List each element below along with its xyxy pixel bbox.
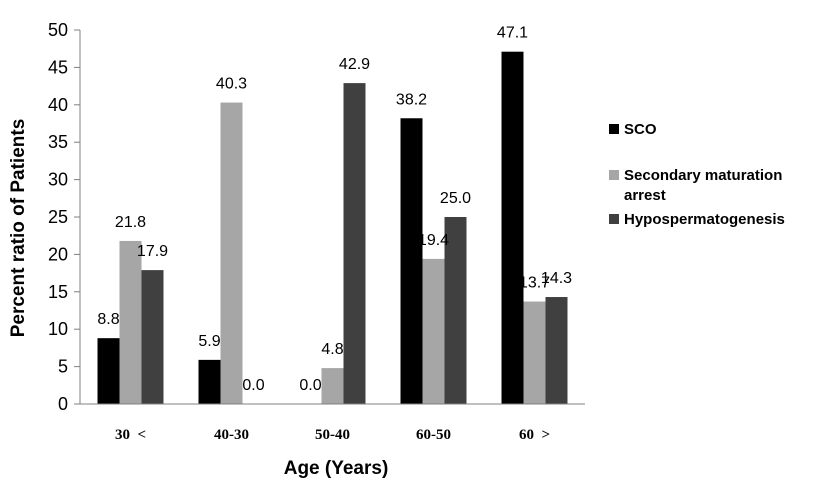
legend-swatch-sco <box>609 124 619 134</box>
y-axis-ticks: 0 5 10 15 20 25 30 35 40 45 50 <box>48 20 80 414</box>
legend-swatch-secondary-maturation-arrest <box>609 170 619 180</box>
data-label: 42.9 <box>339 56 370 73</box>
data-label: 5.9 <box>198 333 220 350</box>
data-label: 0.0 <box>242 377 264 394</box>
y-tick-label: 5 <box>58 357 68 377</box>
data-label: 40.3 <box>216 76 247 93</box>
data-label: 17.9 <box>137 243 168 260</box>
legend-label-hypospermatogenesis: Hypospermatogenesis <box>624 211 785 228</box>
bar-hypospermatogenesis <box>141 270 164 404</box>
x-tick-label: 40-30 <box>214 427 249 443</box>
bar-hypospermatogenesis <box>444 217 467 404</box>
data-label: 25.0 <box>440 190 471 207</box>
bar-hypospermatogenesis <box>343 83 366 404</box>
bar-sco <box>97 338 120 404</box>
y-tick-label: 30 <box>48 170 68 190</box>
data-label: 19.4 <box>418 232 449 249</box>
legend-label-sco: SCO <box>624 121 657 138</box>
bar-sco <box>501 51 524 404</box>
y-tick-label: 25 <box>48 207 68 227</box>
bar-secondary-maturation-arrest <box>321 368 344 404</box>
y-axis-title: Percent ratio of Patients <box>8 119 29 338</box>
y-tick-label: 20 <box>48 244 68 264</box>
y-tick-label: 10 <box>48 319 68 339</box>
x-tick-label: 30 < <box>115 427 146 443</box>
y-tick-label: 35 <box>48 132 68 152</box>
legend-swatch-hypospermatogenesis <box>609 214 619 224</box>
legend-label-secondary-maturation-line1: Secondary maturation <box>624 167 782 184</box>
bar-sco <box>198 359 221 404</box>
data-label: 13.7 <box>519 275 550 292</box>
x-axis-title: Age (Years) <box>284 458 389 479</box>
legend: SCO Secondary maturation arrest Hyposper… <box>609 121 785 228</box>
data-label: 21.8 <box>115 214 146 231</box>
x-tick-label: 60 > <box>519 427 550 443</box>
legend-label-secondary-maturation-line2: arrest <box>624 187 666 204</box>
x-tick-label: 50-40 <box>315 427 350 443</box>
data-labels: 8.8 5.9 0.0 38.2 47.1 21.8 40.3 4.8 19.4 13.7 17.9… <box>97 25 572 394</box>
y-tick-label: 45 <box>48 57 68 77</box>
bar-secondary-maturation-arrest <box>422 258 445 404</box>
bar-sco <box>400 118 423 404</box>
y-tick-label: 40 <box>48 95 68 115</box>
data-label: 47.1 <box>497 25 528 42</box>
bar-hypospermatogenesis <box>545 297 568 404</box>
data-label: 0.0 <box>299 377 321 394</box>
bar-secondary-maturation-arrest <box>220 102 243 404</box>
data-label: 14.3 <box>541 270 572 287</box>
data-label: 4.8 <box>321 341 343 358</box>
x-tick-label: 60-50 <box>416 427 451 443</box>
y-tick-label: 15 <box>48 282 68 302</box>
y-tick-label: 0 <box>58 394 68 414</box>
x-axis-ticks: 30 < 40-30 50-40 60-50 60 > <box>115 427 550 443</box>
bar-series <box>97 51 568 404</box>
bar-secondary-maturation-arrest <box>523 301 546 404</box>
data-label: 8.8 <box>97 311 119 328</box>
y-tick-label: 50 <box>48 20 68 40</box>
bar-secondary-maturation-arrest <box>119 240 142 404</box>
data-label: 38.2 <box>396 91 427 108</box>
